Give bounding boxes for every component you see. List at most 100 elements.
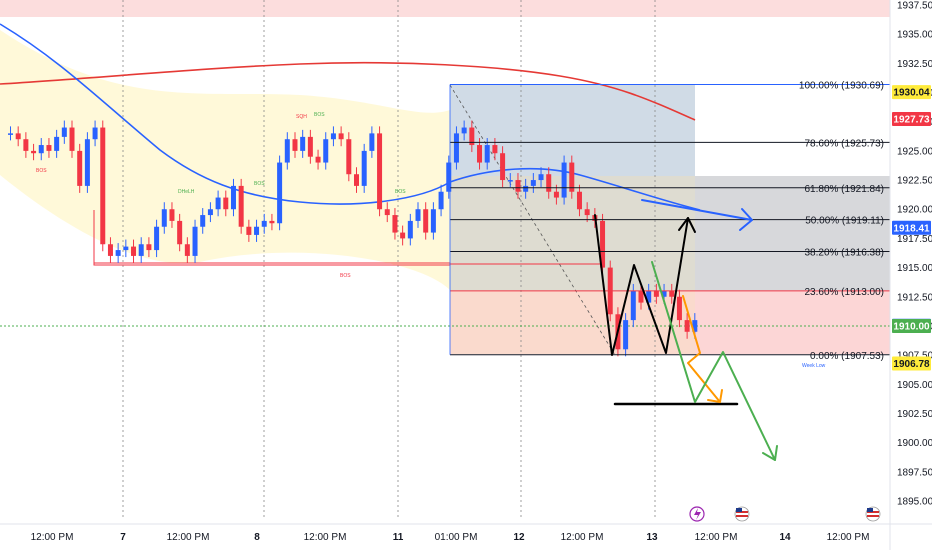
candle-body — [461, 127, 467, 134]
fib-grey-zone — [450, 176, 890, 291]
candle-body — [653, 290, 659, 297]
price-tick-label: 1937.50 — [897, 1, 932, 12]
candle-body — [77, 150, 83, 186]
candle-body — [31, 150, 37, 154]
candle-body — [161, 209, 167, 227]
candle-body — [500, 153, 506, 181]
candle-body — [100, 127, 106, 245]
candle-body — [154, 226, 160, 251]
candle-body — [361, 150, 367, 186]
candle-body — [684, 320, 690, 332]
time-axis[interactable]: 12:00 PM 7 12:00 PM 8 12:00 PM 11 01:00 PM 12 12… — [31, 532, 870, 543]
candle-body — [115, 250, 121, 256]
annotation-week-low: Week Low — [802, 363, 826, 369]
price-tag — [892, 318, 931, 333]
time-tick-label: 12:00 PM — [695, 532, 738, 543]
candle-body — [15, 133, 21, 140]
candle-body — [192, 226, 198, 256]
candle-body — [546, 174, 552, 192]
fib-levels: 100.00% (1930.69) 78.60% (1925.73) 61.80% … — [449, 80, 890, 362]
candle-body — [515, 180, 521, 192]
price-tick-label: 1925.00 — [897, 146, 932, 157]
candle-body — [576, 191, 582, 210]
ma-red-line — [0, 61, 696, 121]
candle-body — [84, 139, 90, 186]
candle-body — [254, 226, 260, 235]
candle-body — [354, 174, 359, 186]
candle-body — [661, 290, 667, 297]
candle-body — [284, 139, 290, 163]
ma-blue-line — [0, 23, 701, 211]
price-tick-label: 1920.00 — [897, 205, 932, 216]
price-tick-label: 1895.00 — [897, 497, 932, 508]
annotation-bos-3: BOS — [314, 112, 325, 118]
candle-body — [146, 244, 152, 251]
candle-body — [646, 290, 652, 303]
annotation-bos-1: BOS — [36, 168, 47, 174]
annotation-sqh: SQH — [296, 114, 307, 120]
candle-body — [676, 296, 682, 321]
candle-body — [623, 320, 629, 350]
candle-body — [200, 215, 206, 227]
candle-body — [107, 244, 113, 256]
time-tick-label: 8 — [254, 532, 260, 543]
fib-level-label: 61.80% (1921.84) — [804, 184, 884, 195]
candle-body — [377, 133, 383, 210]
green-arrowhead — [762, 445, 778, 461]
fib-level-label: 100.00% (1930.69) — [799, 80, 884, 91]
black-zigzag — [594, 214, 689, 356]
time-tick-label: 12 — [513, 532, 525, 543]
fib-level-label: 38.20% (1916.38) — [804, 247, 884, 258]
annotation-bos-4: BOS — [395, 189, 406, 195]
time-tick-label: 12:00 PM — [827, 532, 870, 543]
price-tick-label: 1902.50 — [897, 409, 932, 420]
candle-body — [307, 136, 313, 157]
candle-body — [300, 136, 306, 151]
price-tick-label: 1905.00 — [897, 380, 932, 391]
price-tick-label: 1897.50 — [897, 467, 932, 478]
fib-blue-zone — [450, 84, 695, 176]
price-tick-label: 1907.50 — [897, 351, 932, 362]
candle-body — [323, 139, 329, 163]
candle-body — [523, 185, 529, 192]
fib-level-label: 0.00% (1907.53) — [810, 351, 884, 362]
time-tick-label: 7 — [120, 532, 126, 543]
us-flag-canton-icon — [736, 508, 742, 512]
candle-body — [430, 209, 436, 233]
candle-body — [269, 220, 275, 224]
candle-body — [338, 133, 344, 140]
candle-body — [415, 209, 421, 221]
candle-body — [392, 215, 398, 233]
candle-body — [469, 127, 475, 146]
fib-level-label: 23.60% (1913.00) — [804, 287, 884, 298]
candle-body — [530, 180, 536, 186]
candle-body — [538, 174, 544, 181]
candles — [8, 120, 698, 357]
price-tag-label: 1918.41 — [893, 223, 930, 234]
price-tag — [892, 112, 931, 127]
candle-body — [292, 139, 298, 151]
time-tick-label: 01:00 PM — [435, 532, 478, 543]
price-axis[interactable]: 1937.501935.001932.501930.001927.501925.… — [897, 1, 932, 508]
candle-body — [8, 133, 13, 135]
candle-body — [484, 145, 490, 163]
candle-body — [369, 133, 375, 151]
candle-body — [630, 290, 636, 321]
blue-arrowhead — [739, 208, 753, 231]
candle-body — [46, 145, 52, 151]
candle-body — [123, 246, 129, 251]
candle-body — [346, 139, 352, 175]
price-tick-label: 1917.50 — [897, 234, 932, 245]
us-flag-stripe-icon — [736, 515, 748, 517]
candle-body — [400, 232, 406, 239]
us-flag-stripe-icon — [867, 515, 879, 517]
candle-body — [638, 290, 644, 303]
candle-body — [384, 209, 390, 216]
candle-body — [184, 244, 190, 256]
time-tick-label: 12:00 PM — [167, 532, 210, 543]
candle-body — [330, 133, 336, 140]
time-tick-label: 11 — [393, 532, 404, 543]
price-tag — [892, 356, 931, 371]
candle-body — [600, 220, 606, 268]
